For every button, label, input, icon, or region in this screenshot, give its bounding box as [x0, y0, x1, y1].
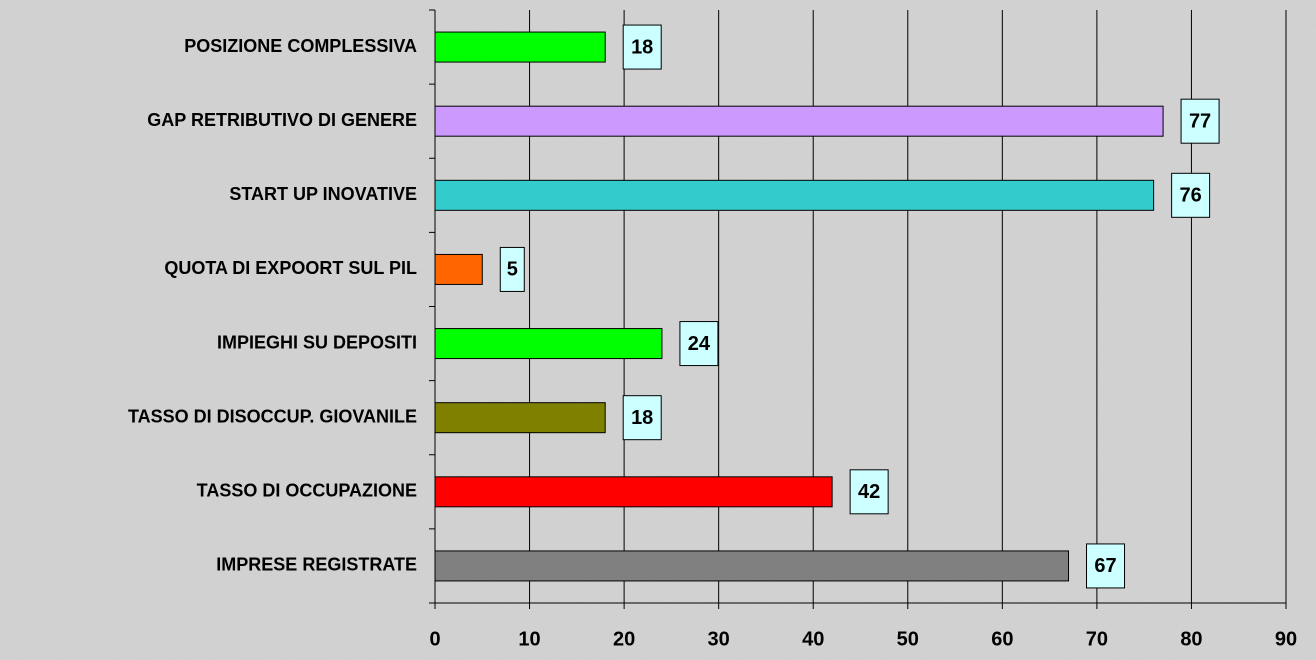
value-label: 67 [1094, 555, 1116, 577]
y-tick-label: START UP INOVATIVE [229, 184, 417, 204]
bar [434, 550, 1070, 582]
value-label-box [1180, 98, 1220, 144]
bar [434, 402, 606, 434]
value-label-box [499, 246, 525, 292]
value-label-box [849, 469, 889, 515]
value-label: 18 [631, 407, 653, 429]
x-tick-label: 50 [897, 628, 919, 650]
y-tick-label: GAP RETRIBUTIVO DI GENERE [147, 110, 417, 130]
value-label-box [622, 24, 662, 70]
bar [434, 476, 833, 508]
value-label-box [622, 395, 662, 441]
x-tick-label: 30 [708, 628, 730, 650]
value-label-box [1171, 172, 1211, 218]
y-tick-label: TASSO DI OCCUPAZIONE [197, 481, 417, 501]
x-tick-label: 60 [991, 628, 1013, 650]
x-tick-label: 70 [1086, 628, 1108, 650]
x-tick-label: 10 [518, 628, 540, 650]
value-label-box [679, 321, 719, 367]
bar [434, 105, 1164, 137]
x-tick-label: 20 [613, 628, 635, 650]
y-tick-label: TASSO DI DISOCCUP. GIOVANILE [128, 406, 417, 426]
bar [434, 31, 606, 63]
y-tick-label: QUOTA DI EXPOORT SUL PIL [164, 258, 417, 278]
y-tick-label: IMPRESE REGISTRATE [216, 555, 417, 575]
x-tick-label: 90 [1275, 628, 1297, 650]
y-tick-label: IMPIEGHI SU DEPOSITI [217, 332, 417, 352]
value-label: 42 [858, 481, 880, 503]
value-label: 18 [631, 36, 653, 58]
bar [434, 179, 1155, 211]
value-label: 5 [507, 259, 518, 281]
x-tick-label: 40 [802, 628, 824, 650]
value-label: 76 [1179, 185, 1201, 207]
bar [434, 253, 483, 285]
value-label: 24 [688, 333, 711, 355]
value-label-box [1086, 543, 1126, 589]
value-label: 77 [1189, 110, 1211, 132]
x-tick-label: 0 [429, 628, 440, 650]
bar [434, 328, 663, 360]
y-tick-label: POSIZIONE COMPLESSIVA [184, 36, 417, 56]
x-tick-label: 80 [1180, 628, 1202, 650]
